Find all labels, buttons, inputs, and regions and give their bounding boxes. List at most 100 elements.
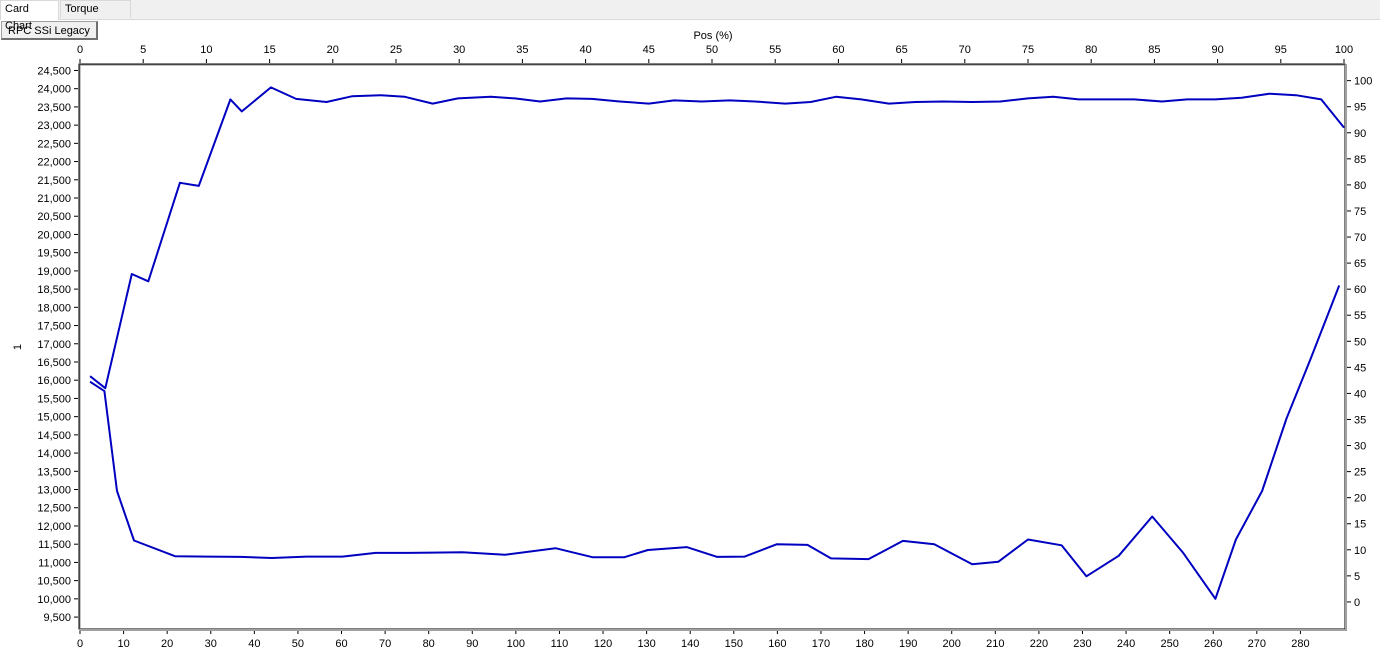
y-left-tick-label: 17,500 xyxy=(37,321,71,333)
y-right-tick-label: 90 xyxy=(1354,128,1366,140)
plot-area-frame xyxy=(78,63,1346,630)
y-left-tick-label: 15,500 xyxy=(37,393,71,405)
y-left-tick-label: 22,000 xyxy=(37,157,71,169)
top-axis-title: Pos (%) xyxy=(693,30,732,42)
x-top-tick-label: 5 xyxy=(140,44,146,56)
x-top-tick-label: 55 xyxy=(769,44,781,56)
x-top-tick-label: 30 xyxy=(453,44,465,56)
downstroke-load-line xyxy=(89,285,1341,600)
x-bottom-tick-label: 50 xyxy=(292,638,304,650)
x-bottom-tick-label: 240 xyxy=(1117,638,1135,650)
x-bottom-tick-label: 210 xyxy=(986,638,1004,650)
x-bottom-tick-label: 180 xyxy=(855,638,873,650)
x-bottom-tick-label: 160 xyxy=(768,638,786,650)
left-axis-ticks: 9,500 10,000 10,500 11,000 11,500 12,000 12,50… xyxy=(37,65,78,624)
x-bottom-tick-label: 80 xyxy=(423,638,435,650)
x-bottom-tick-label: 30 xyxy=(205,638,217,650)
x-top-tick-label: 70 xyxy=(959,44,971,56)
tab-card-chart[interactable]: Card Chart xyxy=(0,0,59,32)
y-right-tick-label: 25 xyxy=(1354,467,1366,479)
y-left-tick-label: 24,000 xyxy=(37,84,71,96)
x-bottom-tick-label: 110 xyxy=(551,638,569,650)
y-left-tick-label: 17,000 xyxy=(37,339,71,351)
y-left-tick-label: 9,500 xyxy=(43,612,71,624)
left-axis-title: 1 xyxy=(12,344,24,350)
x-bottom-tick-label: 60 xyxy=(335,638,347,650)
x-top-tick-label: 25 xyxy=(390,44,402,56)
x-bottom-tick-label: 220 xyxy=(1030,638,1048,650)
y-left-tick-label: 21,500 xyxy=(37,175,71,187)
y-left-tick-label: 24,500 xyxy=(37,65,71,77)
y-left-tick-label: 16,500 xyxy=(37,357,71,369)
y-left-tick-label: 18,000 xyxy=(37,302,71,314)
y-right-tick-label: 50 xyxy=(1354,336,1366,348)
y-left-tick-label: 14,500 xyxy=(37,430,71,442)
x-bottom-tick-label: 40 xyxy=(248,638,260,650)
x-top-tick-label: 60 xyxy=(832,44,844,56)
y-left-tick-label: 22,500 xyxy=(37,138,71,150)
y-left-tick-label: 10,500 xyxy=(37,576,71,588)
series-layer xyxy=(89,86,1345,600)
x-top-tick-label: 0 xyxy=(77,44,83,56)
x-bottom-tick-label: 90 xyxy=(466,638,478,650)
x-bottom-tick-label: 230 xyxy=(1073,638,1091,650)
x-top-tick-label: 65 xyxy=(895,44,907,56)
y-right-tick-label: 0 xyxy=(1354,597,1360,609)
x-bottom-tick-label: 20 xyxy=(161,638,173,650)
x-bottom-tick-label: 0 xyxy=(77,638,83,650)
x-top-tick-label: 15 xyxy=(263,44,275,56)
y-left-tick-label: 14,000 xyxy=(37,448,71,460)
y-right-tick-label: 70 xyxy=(1354,232,1366,244)
y-left-tick-label: 23,000 xyxy=(37,120,71,132)
x-top-tick-label: 90 xyxy=(1211,44,1223,56)
x-bottom-tick-label: 250 xyxy=(1160,638,1178,650)
y-left-tick-label: 20,500 xyxy=(37,211,71,223)
x-bottom-tick-label: 70 xyxy=(379,638,391,650)
y-left-tick-label: 11,500 xyxy=(38,539,71,551)
x-bottom-tick-label: 190 xyxy=(899,638,917,650)
x-bottom-tick-label: 270 xyxy=(1248,638,1266,650)
y-left-tick-label: 23,500 xyxy=(37,102,71,114)
y-right-tick-label: 95 xyxy=(1354,102,1366,114)
y-left-tick-label: 13,000 xyxy=(37,485,71,497)
x-top-tick-label: 20 xyxy=(327,44,339,56)
x-bottom-tick-label: 120 xyxy=(594,638,612,650)
y-right-tick-label: 45 xyxy=(1354,362,1366,374)
y-right-tick-label: 30 xyxy=(1354,441,1366,453)
x-top-tick-label: 85 xyxy=(1148,44,1160,56)
y-right-tick-label: 40 xyxy=(1354,388,1366,400)
upstroke-load-line xyxy=(89,86,1345,390)
bottom-axis-ticks: 0 10 20 30 40 50 60 70 80 90 100 110 120 130 140 150 160… xyxy=(77,630,1310,650)
y-right-tick-label: 75 xyxy=(1354,206,1366,218)
x-top-tick-label: 10 xyxy=(200,44,212,56)
y-right-tick-label: 55 xyxy=(1354,310,1366,322)
top-axis-ticks: 0 5 10 15 20 25 30 35 40 45 50 55 60 65 70 75 80 85 90 95 10… xyxy=(77,44,1353,63)
y-left-tick-label: 12,000 xyxy=(37,521,71,533)
x-bottom-tick-label: 200 xyxy=(943,638,961,650)
x-bottom-tick-label: 130 xyxy=(637,638,655,650)
y-right-tick-label: 80 xyxy=(1354,180,1366,192)
y-left-tick-label: 13,500 xyxy=(37,466,71,478)
x-top-tick-label: 100 xyxy=(1335,44,1353,56)
y-right-tick-label: 60 xyxy=(1354,284,1366,296)
x-top-tick-label: 50 xyxy=(706,44,718,56)
y-right-tick-label: 100 xyxy=(1354,76,1372,88)
rpc-ssi-legacy-button[interactable]: RPC SSi Legacy xyxy=(1,21,98,40)
y-right-tick-label: 20 xyxy=(1354,493,1366,505)
y-left-tick-label: 10,000 xyxy=(37,594,71,606)
y-left-tick-label: 12,500 xyxy=(37,503,71,515)
x-bottom-tick-label: 140 xyxy=(681,638,699,650)
y-left-tick-label: 21,000 xyxy=(37,193,71,205)
right-axis-ticks: 0 5 10 15 20 25 30 35 40 45 50 55 60 65 70 75 80 85 90 95 10… xyxy=(1347,76,1372,609)
x-top-tick-label: 75 xyxy=(1022,44,1034,56)
x-bottom-tick-label: 150 xyxy=(725,638,743,650)
x-bottom-tick-label: 170 xyxy=(812,638,830,650)
y-left-tick-label: 11,000 xyxy=(38,557,71,569)
y-left-tick-label: 19,500 xyxy=(37,248,71,260)
x-bottom-tick-label: 10 xyxy=(117,638,129,650)
y-left-tick-label: 18,500 xyxy=(37,284,71,296)
x-top-tick-label: 40 xyxy=(579,44,591,56)
y-right-tick-label: 10 xyxy=(1354,545,1366,557)
x-bottom-tick-label: 100 xyxy=(507,638,525,650)
